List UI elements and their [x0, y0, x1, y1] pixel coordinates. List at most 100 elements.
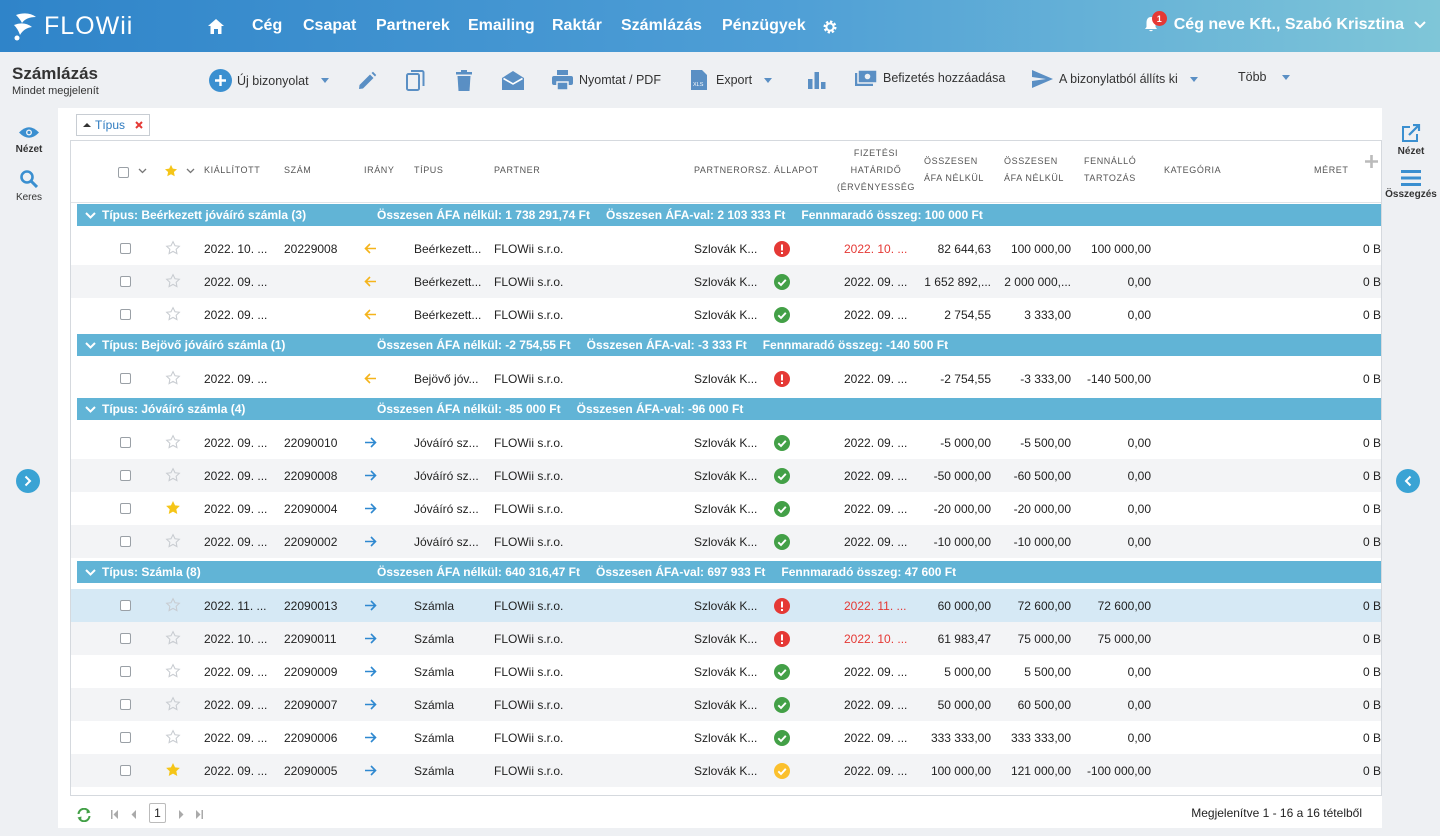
print-pdf-button[interactable]: Nyomtat / PDF: [552, 70, 661, 90]
current-page-number[interactable]: 1: [149, 803, 166, 823]
group-header[interactable]: Típus: Beérkezett jóváíró számla (3) Össz…: [77, 204, 1381, 226]
column-header-category[interactable]: Kategória: [1164, 165, 1222, 175]
star-outline-icon[interactable]: [165, 663, 181, 682]
star-outline-icon[interactable]: [165, 467, 181, 486]
star-outline-icon[interactable]: [165, 370, 181, 389]
nav-item-partnerek[interactable]: Partnerek: [376, 17, 450, 34]
new-document-button[interactable]: Új bizonyolat: [209, 69, 329, 92]
table-row[interactable]: 2022. 09. ... 22090007 Számla FLOWii s.r.o.…: [71, 688, 1381, 721]
column-header-due-date[interactable]: Fizetési határidő (érvényesség: [834, 145, 918, 196]
trash-icon[interactable]: [456, 70, 472, 91]
chevron-down-icon[interactable]: [138, 168, 147, 174]
nav-item-csapat[interactable]: Csapat: [303, 17, 357, 34]
nav-item-ceg[interactable]: Cég: [252, 17, 283, 34]
star-outline-icon[interactable]: [165, 696, 181, 715]
expand-right-panel-button[interactable]: [1396, 469, 1420, 493]
star-outline-icon[interactable]: [165, 729, 181, 748]
column-header-number[interactable]: Szám: [284, 165, 312, 175]
table-row[interactable]: 2022. 10. ... 20229008 Beérkezett... FLOWii…: [71, 232, 1381, 265]
remove-filter-close-icon[interactable]: [135, 121, 143, 129]
edit-pencil-icon[interactable]: [357, 71, 377, 91]
user-menu[interactable]: 1 Cég neve Kft., Szabó Krisztina: [1144, 11, 1426, 34]
row-checkbox[interactable]: [120, 732, 131, 743]
email-open-icon[interactable]: [502, 71, 524, 90]
star-outline-icon[interactable]: [165, 533, 181, 552]
nav-item-penzugyek[interactable]: Pénzügyek: [722, 17, 806, 34]
row-checkbox[interactable]: [120, 699, 131, 710]
table-row[interactable]: 2022. 11. ... 22090013 Számla FLOWii s.r.o.…: [71, 589, 1381, 622]
notifications[interactable]: 1: [1144, 11, 1167, 34]
row-checkbox[interactable]: [120, 437, 131, 448]
table-row[interactable]: 2022. 09. ... Bejövő jóv... FLOWii s.r.o. S…: [71, 362, 1381, 395]
star-outline-icon[interactable]: [165, 240, 181, 259]
add-column-plus-icon[interactable]: [1365, 155, 1378, 168]
chevron-down-icon[interactable]: [85, 211, 96, 219]
star-filled-icon[interactable]: [164, 164, 178, 178]
nav-item-emailing[interactable]: Emailing: [468, 17, 535, 34]
table-row[interactable]: 2022. 09. ... Beérkezett... FLOWii s.r.o. S…: [71, 265, 1381, 298]
brand-logo[interactable]: FLOWii: [12, 10, 133, 42]
row-checkbox[interactable]: [120, 503, 131, 514]
column-header-size[interactable]: Méret: [1314, 165, 1349, 175]
table-row[interactable]: 2022. 09. ... 22090002 Jóváíró sz... FLOWii…: [71, 525, 1381, 558]
right-sidebar-item-view[interactable]: Nézet: [1382, 123, 1440, 157]
first-page-icon[interactable]: [111, 810, 119, 819]
filter-chip[interactable]: Típus: [76, 114, 151, 136]
column-header-outstanding[interactable]: Fennálló tartozás: [1084, 153, 1136, 187]
home-icon[interactable]: [207, 18, 225, 35]
row-checkbox[interactable]: [120, 470, 131, 481]
column-header-type[interactable]: Típus: [414, 165, 444, 175]
export-button[interactable]: XLS Export: [691, 70, 773, 90]
add-payment-button[interactable]: Befizetés hozzáadása: [855, 70, 1005, 86]
column-header-partner[interactable]: Partner: [494, 165, 541, 175]
column-header-total-net[interactable]: Összesen áfa nélkül: [924, 153, 984, 187]
row-checkbox[interactable]: [120, 536, 131, 547]
group-header[interactable]: Típus: Számla (8) Összesen ÁFA nélkül: 64…: [77, 561, 1381, 583]
sidebar-item-search[interactable]: Keres: [0, 170, 58, 203]
column-header-total-net-2[interactable]: Összesen áfa nélkül: [1004, 153, 1064, 187]
previous-page-icon[interactable]: [131, 810, 137, 819]
row-checkbox[interactable]: [120, 309, 131, 320]
chevron-down-icon[interactable]: [85, 568, 96, 576]
chevron-down-icon[interactable]: [186, 168, 195, 174]
refresh-icon[interactable]: [76, 808, 92, 822]
right-sidebar-item-summary[interactable]: Összegzés: [1382, 170, 1440, 200]
chevron-down-icon[interactable]: [85, 405, 96, 413]
bar-chart-icon[interactable]: [808, 72, 826, 89]
table-row[interactable]: 2022. 09. ... 22090009 Számla FLOWii s.r.o.…: [71, 655, 1381, 688]
row-checkbox[interactable]: [120, 373, 131, 384]
settings-gear-icon[interactable]: [822, 19, 838, 35]
last-page-icon[interactable]: [195, 810, 203, 819]
row-checkbox[interactable]: [120, 666, 131, 677]
chevron-down-icon[interactable]: [85, 341, 96, 349]
next-page-icon[interactable]: [178, 810, 184, 819]
issue-from-document-button[interactable]: A bizonylatból állíts ki: [1032, 70, 1198, 88]
table-row[interactable]: 2022. 10. ... 22090011 Számla FLOWii s.r.o.…: [71, 622, 1381, 655]
star-filled-icon[interactable]: [165, 762, 181, 781]
table-row[interactable]: 2022. 09. ... 22090004 Jóváíró sz... FLOWii…: [71, 492, 1381, 525]
column-header-issued[interactable]: Kiállított: [204, 165, 261, 175]
row-checkbox[interactable]: [120, 276, 131, 287]
copy-icon[interactable]: [406, 70, 425, 92]
table-row[interactable]: 2022. 09. ... Beérkezett... FLOWii s.r.o. S…: [71, 298, 1381, 331]
star-outline-icon[interactable]: [165, 273, 181, 292]
row-checkbox[interactable]: [120, 243, 131, 254]
table-row[interactable]: 2022. 09. ... 22090006 Számla FLOWii s.r.o.…: [71, 721, 1381, 754]
table-row[interactable]: 2022. 09. ... 22090010 Jóváíró sz... FLOWii…: [71, 426, 1381, 459]
select-all-checkbox[interactable]: [118, 167, 129, 178]
group-header[interactable]: Típus: Jóváíró számla (4) Összesen ÁFA né…: [77, 398, 1381, 420]
column-header-status[interactable]: Állapot: [774, 165, 819, 175]
nav-item-szamlazas[interactable]: Számlázás: [621, 17, 702, 34]
expand-left-panel-button[interactable]: [16, 469, 40, 493]
table-row[interactable]: 2022. 09. ... 22090005 Számla FLOWii s.r.o.…: [71, 754, 1381, 787]
column-header-partner-country[interactable]: Partnerorsz.: [694, 165, 771, 175]
star-outline-icon[interactable]: [165, 597, 181, 616]
group-header[interactable]: Típus: Bejövő jóváíró számla (1) Összesen…: [77, 334, 1381, 356]
table-row[interactable]: 2022. 09. ... 22090008 Jóváíró sz... FLOWii…: [71, 459, 1381, 492]
row-checkbox[interactable]: [120, 633, 131, 644]
sidebar-item-view[interactable]: Nézet: [0, 126, 58, 155]
more-menu-button[interactable]: Több: [1238, 70, 1290, 84]
nav-item-raktar[interactable]: Raktár: [552, 17, 602, 34]
row-checkbox[interactable]: [120, 765, 131, 776]
star-outline-icon[interactable]: [165, 434, 181, 453]
